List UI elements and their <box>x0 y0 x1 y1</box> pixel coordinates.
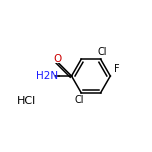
Bar <box>74 96 86 104</box>
Bar <box>113 64 121 73</box>
Text: O: O <box>53 54 61 64</box>
Bar <box>17 96 35 105</box>
Text: Cl: Cl <box>97 47 107 57</box>
Text: H2N: H2N <box>36 71 58 81</box>
Text: Cl: Cl <box>75 95 85 105</box>
Bar <box>54 54 61 63</box>
Bar <box>38 72 55 80</box>
Text: F: F <box>114 64 120 74</box>
Text: HCl: HCl <box>16 96 36 106</box>
Bar <box>96 48 108 56</box>
